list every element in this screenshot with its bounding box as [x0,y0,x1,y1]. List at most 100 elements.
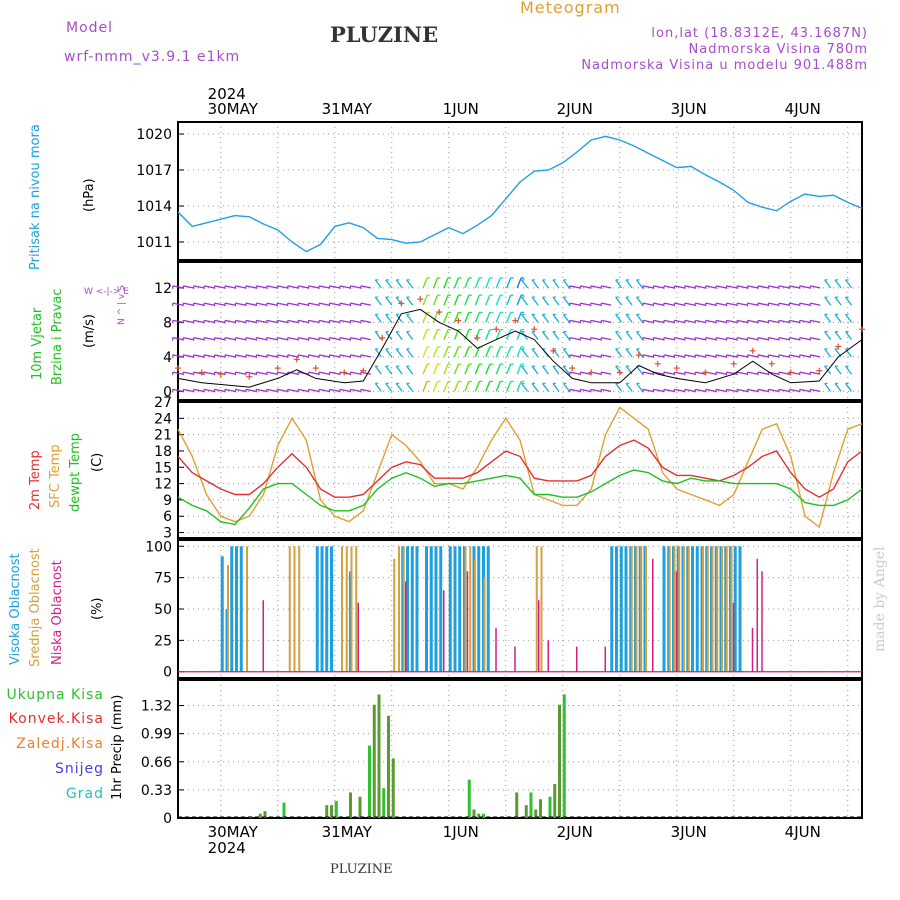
wind-barb [495,346,501,358]
wind-barb [339,285,351,289]
wind-barb [789,354,800,358]
precip-bar [529,792,533,818]
wind-barb [799,371,810,375]
wind-barb [552,279,560,289]
wind-barb [635,331,644,341]
wind-barb [580,336,591,341]
wind-barb [726,354,737,358]
wind-barb [256,285,267,289]
wind-barb [757,354,769,358]
wind-barb [360,354,371,358]
wind-barb [193,388,204,393]
wind-barb [590,319,601,324]
wind-barb [824,348,832,358]
cloud-bar [443,590,445,672]
wind-barb [318,388,330,393]
precip-bar [330,805,333,818]
cloud-bar [230,546,234,672]
wind-barb [552,348,560,358]
wind-barb [374,348,382,358]
wind-barb [287,354,298,358]
wind-barb [183,285,194,289]
cloud-bar [325,546,329,672]
wind-barb [569,354,580,358]
wind-barb [287,302,298,306]
wind-barb [506,346,512,358]
wind-barb [395,331,403,341]
wind-barb [747,371,758,375]
wind-barb [562,279,570,289]
wind-barb [374,313,382,323]
wind-barb [422,346,428,358]
y-tick-label: 25 [154,633,172,649]
precip-bar [282,802,286,818]
y-tick-label: 4 [163,350,172,366]
wind-barb [653,302,664,306]
wind-barb [406,296,414,306]
wind-barb [453,312,460,323]
wind-barb [663,319,675,324]
wind-barb [768,319,779,324]
wind-barb [824,331,832,341]
y-tick-label: 3 [163,526,172,542]
y-tick-label: 8 [163,315,172,331]
wind-barb [385,365,393,375]
wind-barb [684,336,695,341]
y-tick-label: 0 [163,665,172,681]
wind-barb [684,285,695,289]
wind-barb [308,371,319,375]
y-tick-label: 1014 [136,199,172,215]
wind-barb [339,302,351,306]
wind-barb [266,371,277,375]
wind-barb [245,302,257,306]
wind-barb [590,302,601,306]
cloud-bar [716,546,719,672]
wind-barb [432,277,439,289]
wind-barb [214,302,225,306]
wind-barb [768,302,779,306]
y-tick-label: 75 [154,571,172,587]
wind-barb [350,388,361,393]
wind-barb [406,279,414,289]
wind-barb [810,354,821,358]
wind-compass: W <-|-> E [84,287,129,297]
wind-barb [406,313,414,323]
wind-barb [329,285,340,289]
wind-barb [789,336,800,341]
wind-barb [580,302,591,306]
wind-barb [569,336,580,341]
wind-barb [193,302,204,306]
wind-barb [464,346,470,358]
wind-barb [432,363,439,375]
wind-barb [245,354,257,358]
wind-barb [235,371,246,375]
wind-barb [318,319,330,324]
wind-barb [432,312,439,323]
y-tick-label: 0 [163,811,172,827]
wind-barb [245,285,257,289]
wind-barb [395,348,403,358]
wind-barb [844,313,853,323]
cloud-bar [262,600,264,672]
cloud-bar [706,546,709,672]
cloud-bar [675,571,678,672]
wind-barb [385,348,393,358]
wind-barb [569,371,580,375]
cloud-bar [691,546,694,672]
wind-barb [705,285,716,289]
cloud-bar [615,546,618,672]
wind-barb [642,354,654,358]
wind-barb [308,354,319,358]
precip-bar [558,704,561,818]
wind-barb [474,294,480,306]
precip-bar [382,788,386,818]
cloud-bar [453,546,457,672]
wind-barb [531,365,539,375]
wind-barb [716,302,727,306]
wind-barb [705,388,716,393]
cloud-bar [357,602,359,672]
wind-barb [778,336,789,341]
y-tick-label: 0.33 [141,783,172,799]
wind-barb [360,285,371,289]
